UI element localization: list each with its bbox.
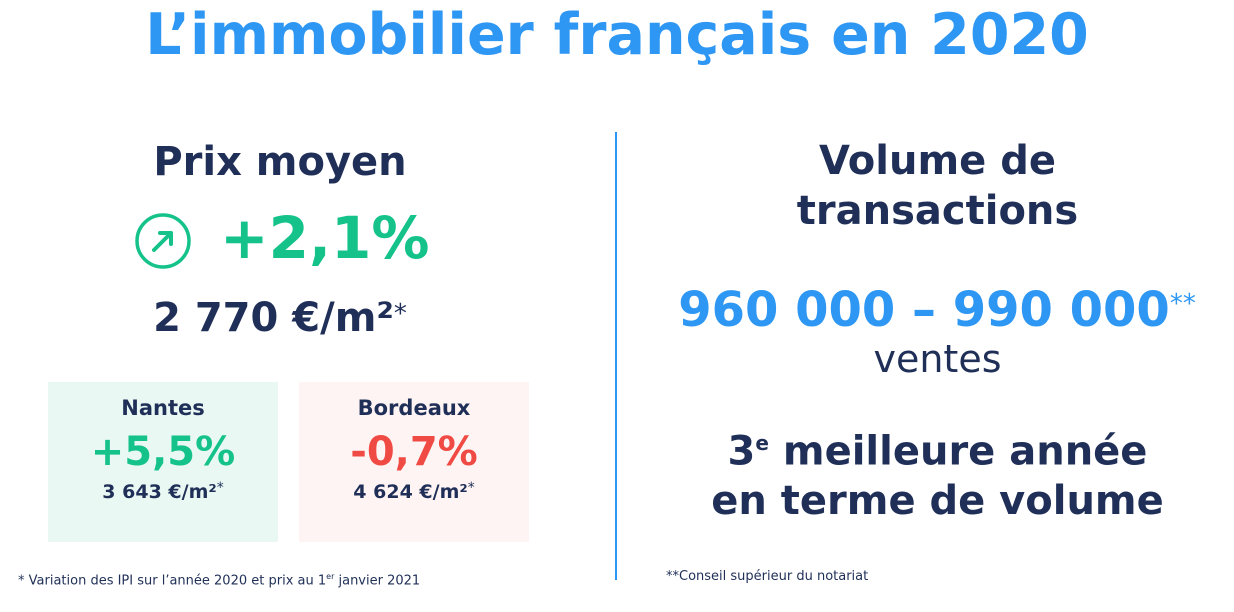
- city-price-amount: 3 643 €/m²: [102, 481, 217, 503]
- average-price-value: 2 770 €/m²*: [90, 290, 470, 346]
- average-price-growth: +2,1%: [130, 200, 430, 278]
- city-card-bordeaux: Bordeaux -0,7% 4 624 €/m²*: [299, 382, 529, 542]
- average-price-amount: 2 770 €/m²: [153, 295, 394, 341]
- footnote-ipi-date: janvier 2021: [334, 573, 421, 589]
- volume-rank-line1: 3e meilleure année: [660, 418, 1215, 476]
- transactions-footnote-marker: **: [1169, 289, 1196, 319]
- volume-rank: 3e meilleure année en terme de volume: [660, 418, 1215, 526]
- city-price: 4 624 €/m²*: [299, 478, 529, 506]
- city-price: 3 643 €/m²*: [48, 478, 278, 506]
- footnote-ipi-text: * Variation des IPI sur l’année 2020 et …: [18, 573, 327, 589]
- footnote-source: **Conseil supérieur du notariat: [666, 569, 869, 584]
- average-price-heading: Prix moyen: [153, 139, 407, 185]
- volume-rank-line2: en terme de volume: [711, 478, 1164, 525]
- city-variation: +5,5%: [90, 429, 236, 475]
- city-card-nantes: Nantes +5,5% 3 643 €/m²*: [48, 382, 278, 542]
- page-title: L’immobilier français en 2020: [145, 2, 1089, 68]
- city-name: Nantes: [121, 396, 205, 420]
- city-variation: -0,7%: [350, 429, 478, 475]
- footnote-ipi-sup: er: [326, 572, 335, 581]
- arrow-up-right-circle-icon: [135, 213, 191, 269]
- rank-suffix: e: [755, 431, 769, 455]
- transactions-volume-value: 960 000 – 990 000: [678, 282, 1170, 338]
- transactions-heading: Volume de transactions: [660, 136, 1215, 236]
- transactions-heading-line1: Volume de: [819, 138, 1056, 184]
- rank-text: meilleure année: [768, 428, 1148, 475]
- average-price-footnote-marker: *: [393, 299, 407, 329]
- city-price-footnote-marker: *: [467, 480, 475, 496]
- city-name: Bordeaux: [357, 396, 471, 420]
- rank-number: 3: [727, 428, 756, 475]
- footnote-ipi: * Variation des IPI sur l’année 2020 et …: [18, 568, 420, 590]
- transactions-volume: 960 000 – 990 000**: [640, 280, 1234, 340]
- transactions-heading-line2: transactions: [796, 188, 1079, 234]
- city-price-amount: 4 624 €/m²: [353, 481, 468, 503]
- column-divider: [615, 132, 617, 580]
- transactions-unit: ventes: [873, 337, 1002, 381]
- average-price-growth-value: +2,1%: [220, 204, 430, 272]
- city-price-footnote-marker: *: [216, 480, 224, 496]
